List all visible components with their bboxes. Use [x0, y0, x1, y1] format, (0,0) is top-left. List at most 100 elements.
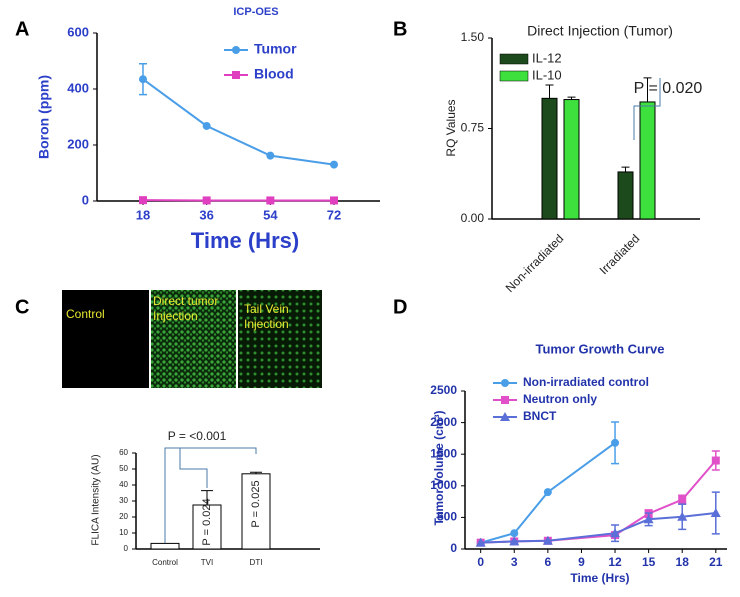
bar	[617, 171, 634, 220]
significance-bracket	[633, 78, 661, 140]
marker	[510, 529, 519, 538]
y-tick-label: 2000	[430, 415, 457, 429]
legend-label: Neutron only	[523, 392, 597, 406]
series-line	[480, 442, 616, 544]
x-axis-label: Time (Hrs)	[570, 571, 629, 585]
panel-label: A	[15, 18, 29, 40]
x-tick-label: 21	[709, 555, 723, 569]
x-tick-label: Control	[152, 558, 178, 567]
image-label: Direct tumor Injection	[153, 294, 219, 323]
marker	[678, 495, 687, 504]
y-tick-label: 1500	[430, 446, 457, 460]
x-tick-label: Non-irradiated	[503, 231, 567, 295]
marker	[710, 507, 721, 517]
error-bar	[250, 471, 262, 474]
y-axis-label: Boron (ppm)	[36, 75, 52, 159]
y-tick-label: 10	[119, 528, 128, 537]
image-tvi	[238, 290, 322, 388]
x-tick-label: 36	[199, 207, 213, 222]
micrographs: Control Direct tumor Injection Tail Vein…	[62, 290, 322, 388]
chart-title: Direct Injection (Tumor)	[527, 23, 673, 39]
marker	[677, 511, 688, 521]
x-tick-label: 0	[477, 555, 484, 569]
y-axis-label: Tumor Volume (cm³)	[432, 411, 446, 526]
bar	[639, 101, 656, 220]
marker	[643, 514, 654, 524]
bar	[241, 473, 271, 550]
annotation: P = <0.001	[168, 429, 227, 443]
marker	[711, 456, 720, 465]
marker	[611, 438, 620, 447]
y-tick-label: 200	[67, 136, 89, 151]
y-tick-label: 40	[119, 480, 128, 489]
y-tick-label: 600	[67, 24, 89, 39]
marker	[509, 536, 520, 546]
marker	[232, 71, 240, 79]
panel-label: D	[393, 296, 407, 318]
marker	[202, 121, 211, 130]
legend-label: Blood	[254, 66, 294, 82]
marker	[266, 151, 275, 160]
image-control	[62, 290, 149, 388]
error-bar	[201, 490, 213, 505]
significance-bracket	[179, 448, 208, 488]
x-tick-label: 72	[327, 207, 341, 222]
legend-swatch	[499, 53, 529, 65]
marker	[330, 160, 339, 169]
y-tick-label: 1000	[430, 478, 457, 492]
y-tick-label: 0	[450, 541, 457, 555]
y-tick-label: 400	[67, 80, 89, 95]
x-tick-label: 12	[608, 555, 622, 569]
marker	[501, 396, 509, 404]
x-axis-label: Time (Hrs)	[191, 228, 299, 253]
series-line	[142, 78, 335, 166]
x-tick-label: 18	[676, 555, 690, 569]
y-tick-label: 0.75	[461, 121, 485, 135]
marker	[330, 196, 339, 205]
annotation: P = 0.024	[201, 498, 213, 545]
error-bar	[545, 84, 554, 99]
image-label: Tail Vein Injection	[244, 302, 289, 331]
error-bar	[621, 166, 630, 172]
image-label-box: Tail Vein Injection	[244, 302, 289, 331]
image-label-box: Direct tumor Injection	[153, 294, 219, 323]
error-bar	[567, 96, 576, 100]
chart-title: ICP-OES	[233, 6, 278, 18]
y-axis-label: RQ Values	[444, 99, 458, 156]
x-tick-label: Irradiated	[597, 231, 643, 277]
bar	[541, 97, 558, 220]
marker	[543, 488, 552, 497]
legend-label: Non-irradiated control	[523, 375, 649, 389]
marker	[266, 196, 275, 205]
marker	[202, 196, 211, 205]
legend-swatch	[499, 70, 529, 82]
y-tick-label: 0	[82, 192, 89, 207]
y-tick-label: 20	[119, 512, 128, 521]
y-tick-label: 30	[119, 496, 128, 505]
x-tick-label: 6	[545, 555, 552, 569]
x-tick-label: DTI	[250, 558, 263, 567]
y-tick-label: 2500	[430, 383, 457, 397]
marker	[542, 535, 553, 545]
chart-title: Tumor Growth Curve	[535, 341, 664, 356]
y-tick-label: 0	[124, 544, 129, 553]
bar	[192, 504, 222, 550]
image-dti	[151, 290, 236, 388]
y-tick-label: 1.50	[461, 30, 485, 44]
x-tick-label: TVI	[201, 558, 213, 567]
marker	[500, 412, 510, 421]
annotation: P = 0.025	[250, 480, 262, 527]
panel-label: C	[15, 296, 29, 318]
marker	[610, 528, 621, 538]
x-tick-label: 3	[511, 555, 518, 569]
y-tick-label: 500	[437, 510, 457, 524]
error-bar	[643, 77, 652, 102]
bar	[563, 99, 580, 220]
y-axis-label: FLICA Intensity (AU)	[91, 454, 102, 545]
x-tick-label: 15	[642, 555, 656, 569]
marker	[138, 196, 147, 205]
marker	[475, 537, 486, 547]
legend-label: Tumor	[254, 41, 297, 57]
bar	[150, 542, 180, 550]
